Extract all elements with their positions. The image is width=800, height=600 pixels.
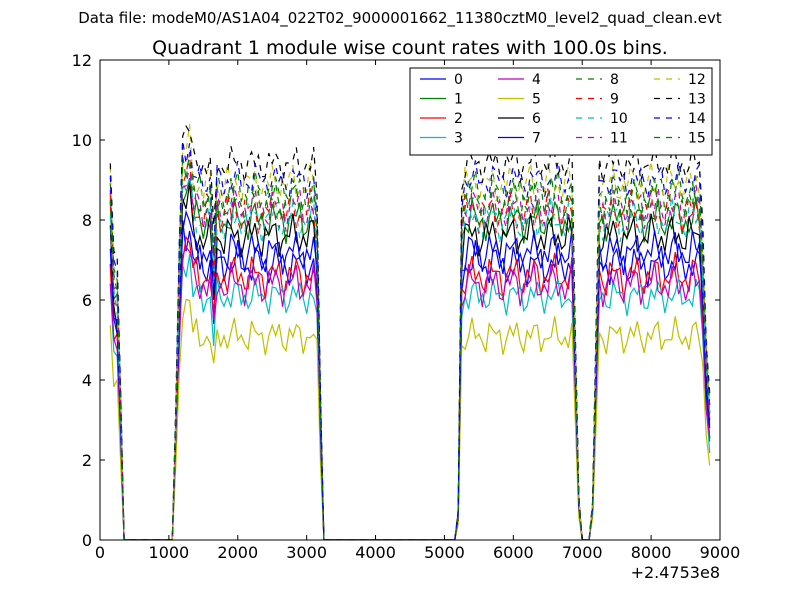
y-tick-label: 12 xyxy=(72,51,92,70)
series-line-0 xyxy=(109,220,711,540)
series-line-3 xyxy=(109,254,711,540)
series-line-2 xyxy=(109,235,711,540)
x-tick-label: 2000 xyxy=(217,543,258,562)
legend-label-15: 15 xyxy=(688,131,706,147)
x-tick-label: 3000 xyxy=(286,543,327,562)
y-tick-label: 8 xyxy=(82,211,92,230)
series-line-15 xyxy=(109,162,711,540)
legend-label-13: 13 xyxy=(688,92,706,108)
series-line-11 xyxy=(109,164,711,540)
chart-title: Quadrant 1 module wise count rates with … xyxy=(152,37,668,59)
series-line-6 xyxy=(109,182,711,540)
series-line-14 xyxy=(109,140,711,540)
legend-label-10: 10 xyxy=(610,111,628,127)
legend-label-7: 7 xyxy=(532,131,541,147)
x-tick-label: 8000 xyxy=(631,543,672,562)
legend-label-9: 9 xyxy=(610,92,619,108)
series-line-5 xyxy=(109,298,711,540)
legend-box xyxy=(409,67,713,156)
plot-area-lines xyxy=(109,124,711,540)
x-tick-label: 9000 xyxy=(700,543,741,562)
x-tick-label: 7000 xyxy=(562,543,603,562)
series-line-9 xyxy=(109,152,711,540)
legend-label-12: 12 xyxy=(688,72,706,88)
series-line-1 xyxy=(109,177,711,540)
legend-label-4: 4 xyxy=(532,72,541,88)
chart-suptitle: Data file: modeM0/AS1A04_022T02_90000016… xyxy=(78,9,722,28)
series-line-13 xyxy=(109,124,711,540)
y-tick-label: 2 xyxy=(82,451,92,470)
y-tick-label: 10 xyxy=(72,131,92,150)
legend-label-1: 1 xyxy=(454,92,463,108)
legend-label-6: 6 xyxy=(532,111,541,127)
x-offset-label: +2.4753e8 xyxy=(631,563,720,582)
legend-label-8: 8 xyxy=(610,72,619,88)
legend-label-2: 2 xyxy=(454,111,463,127)
legend-label-0: 0 xyxy=(454,72,463,88)
x-tick-label: 4000 xyxy=(355,543,396,562)
x-tick-label: 1000 xyxy=(149,543,190,562)
legend-label-5: 5 xyxy=(532,92,541,108)
legend-label-14: 14 xyxy=(688,111,706,127)
y-tick-label: 6 xyxy=(82,291,92,310)
legend-label-3: 3 xyxy=(454,131,463,147)
legend-label-11: 11 xyxy=(610,131,628,147)
x-tick-label: 5000 xyxy=(424,543,465,562)
y-tick-label: 0 xyxy=(82,531,92,550)
axis-ticks: 0 1000 2000 3000 4000 5000 6000 7000 8000 9000 0 2 4… xyxy=(72,51,741,562)
x-tick-label: 0 xyxy=(95,543,105,562)
x-tick-label: 6000 xyxy=(493,543,534,562)
series-line-7 xyxy=(109,209,711,540)
y-tick-label: 4 xyxy=(82,371,92,390)
series-line-12 xyxy=(109,124,711,540)
series-line-10 xyxy=(109,176,711,540)
series-line-4 xyxy=(109,245,711,540)
